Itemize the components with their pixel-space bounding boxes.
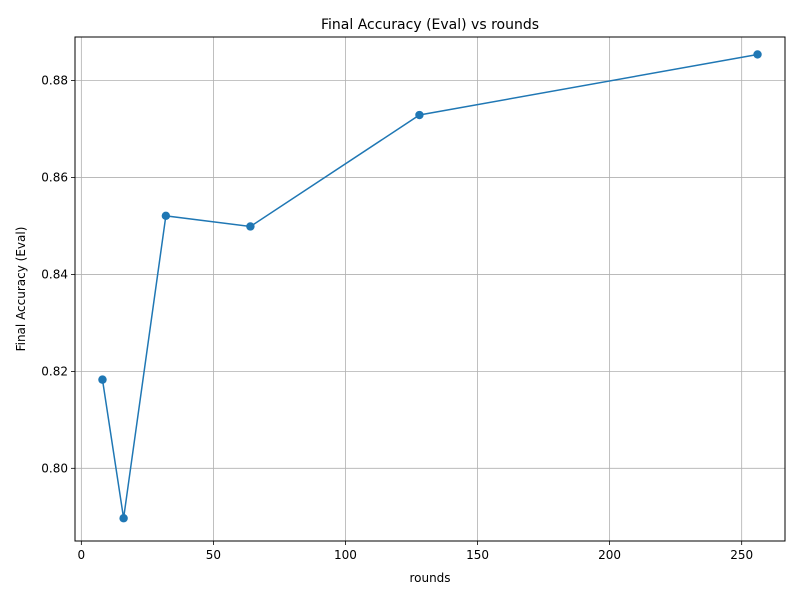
plot-frame (74, 36, 786, 542)
series-layer (98, 50, 762, 523)
y-tick-label: 0.88 (41, 74, 68, 88)
x-tick-label: 250 (730, 548, 753, 562)
x-tick-label: 200 (598, 548, 621, 562)
data-point (119, 514, 128, 523)
grid (75, 37, 785, 541)
y-tick-label: 0.82 (41, 364, 68, 378)
data-point (98, 375, 107, 384)
y-tick-label: 0.80 (41, 461, 68, 475)
x-tick-label: 50 (206, 548, 221, 562)
y-tick-label: 0.84 (41, 267, 68, 281)
x-tick-label: 100 (334, 548, 357, 562)
ticks: 0 50 100 150 200 250 0.80 0.82 0.84 0.86 0.88 (41, 74, 753, 562)
chart-title: Final Accuracy (Eval) vs rounds (321, 17, 539, 33)
data-point (246, 222, 255, 231)
series-line (101, 53, 758, 519)
x-tick-label: 150 (466, 548, 489, 562)
x-axis-label: rounds (409, 571, 450, 585)
data-point (753, 50, 762, 59)
x-tick-label: 0 (78, 548, 86, 562)
data-point (415, 110, 424, 120)
data-point (161, 211, 171, 221)
y-axis-label: Final Accuracy (Eval) (14, 227, 28, 352)
y-tick-label: 0.86 (41, 171, 68, 185)
